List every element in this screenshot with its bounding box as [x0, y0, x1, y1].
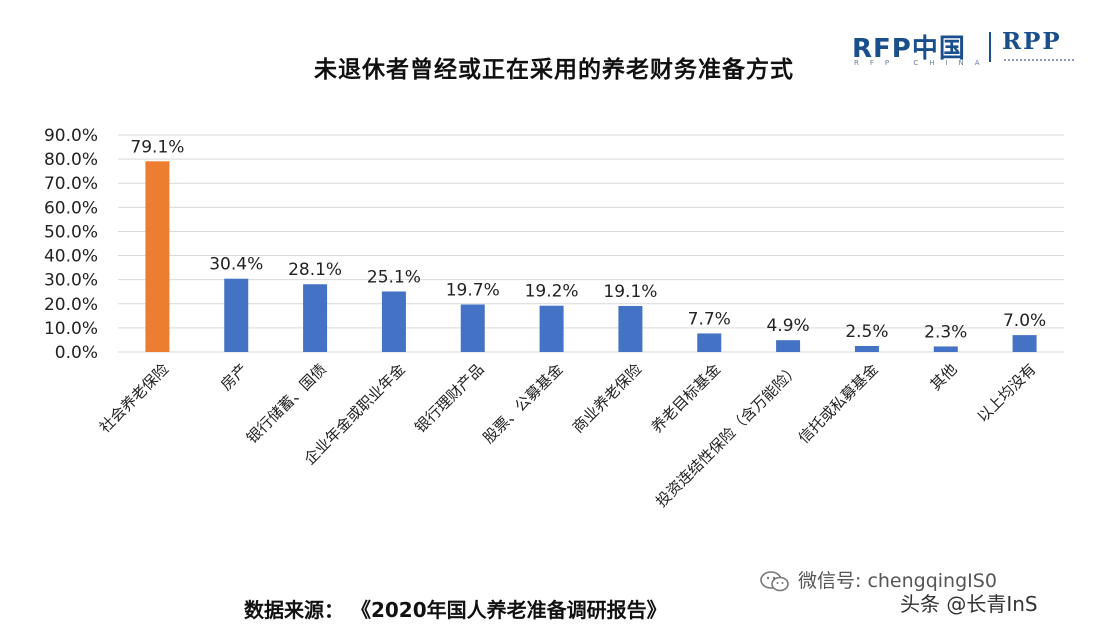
data-label: 79.1% [130, 137, 184, 157]
data-label: 28.1% [288, 260, 342, 280]
y-tick-label: 80.0% [44, 150, 98, 170]
bar [1012, 335, 1037, 352]
x-tick-label: 投资连结性保险（含万能险） [652, 360, 803, 511]
x-tick-label: 以上均没有 [974, 360, 1040, 426]
wechat-watermark: 微信号: chengqingIS0 [760, 566, 997, 593]
data-label: 19.7% [446, 281, 500, 301]
bar [776, 340, 801, 352]
y-tick-label: 40.0% [44, 247, 98, 267]
y-tick-label: 70.0% [44, 174, 98, 194]
data-label: 19.2% [525, 282, 579, 302]
data-label: 4.9% [766, 316, 809, 336]
data-source-note: 数据来源： 《2020年国人养老准备调研报告》 [244, 598, 667, 622]
data-label: 7.0% [1003, 311, 1046, 331]
bar [145, 161, 170, 352]
wechat-id: 微信号: chengqingIS0 [798, 570, 997, 592]
logo-rpp-underline [1004, 59, 1074, 65]
wechat-icon [760, 570, 789, 591]
data-label: 25.1% [367, 267, 421, 287]
y-tick-label: 10.0% [44, 319, 98, 339]
toutiao-watermark: 头条 @长青InS [900, 592, 1038, 616]
y-tick-label: 60.0% [44, 198, 98, 218]
x-tick-label: 信托或私募基金 [795, 360, 882, 447]
bar [933, 346, 958, 352]
x-tick-label: 养老目标基金 [648, 360, 724, 436]
bar [224, 278, 249, 352]
y-tick-label: 90.0% [44, 126, 98, 146]
bar [460, 304, 485, 352]
bar [854, 345, 879, 352]
data-label: 19.1% [603, 282, 657, 302]
chart-title: 未退休者曾经或正在采用的养老财务准备方式 [314, 57, 794, 83]
bar [618, 305, 643, 352]
bar [539, 305, 564, 352]
x-tick-label: 社会养老保险 [96, 360, 172, 436]
data-label: 30.4% [209, 255, 263, 275]
x-tick-label: 银行储蓄、国债 [243, 360, 330, 447]
data-label: 2.5% [845, 322, 888, 342]
logo-sub: RFP CHINA [854, 59, 991, 67]
x-tick-label: 商业养老保险 [569, 360, 645, 436]
x-tick-label: 房产 [217, 360, 251, 394]
logo-brand: RFP中国 [852, 34, 966, 64]
bar [697, 333, 722, 352]
bar [303, 284, 328, 352]
x-tick-label: 其他 [927, 360, 961, 394]
y-tick-label: 30.0% [44, 271, 98, 291]
logo-divider [989, 32, 991, 62]
y-tick-label: 20.0% [44, 295, 98, 315]
y-tick-label: 0.0% [55, 343, 98, 363]
y-tick-label: 50.0% [44, 222, 98, 242]
logo-brand-rpp: RPP [1002, 28, 1062, 55]
data-label: 7.7% [688, 309, 731, 329]
data-label: 2.3% [924, 322, 967, 342]
x-tick-label: 股票、公募基金 [479, 360, 566, 447]
bar [381, 291, 406, 352]
rfp-china-logo: RFP中国 RFP CHINA RPP [852, 28, 1082, 72]
x-tick-label: 银行理财产品 [411, 360, 487, 436]
